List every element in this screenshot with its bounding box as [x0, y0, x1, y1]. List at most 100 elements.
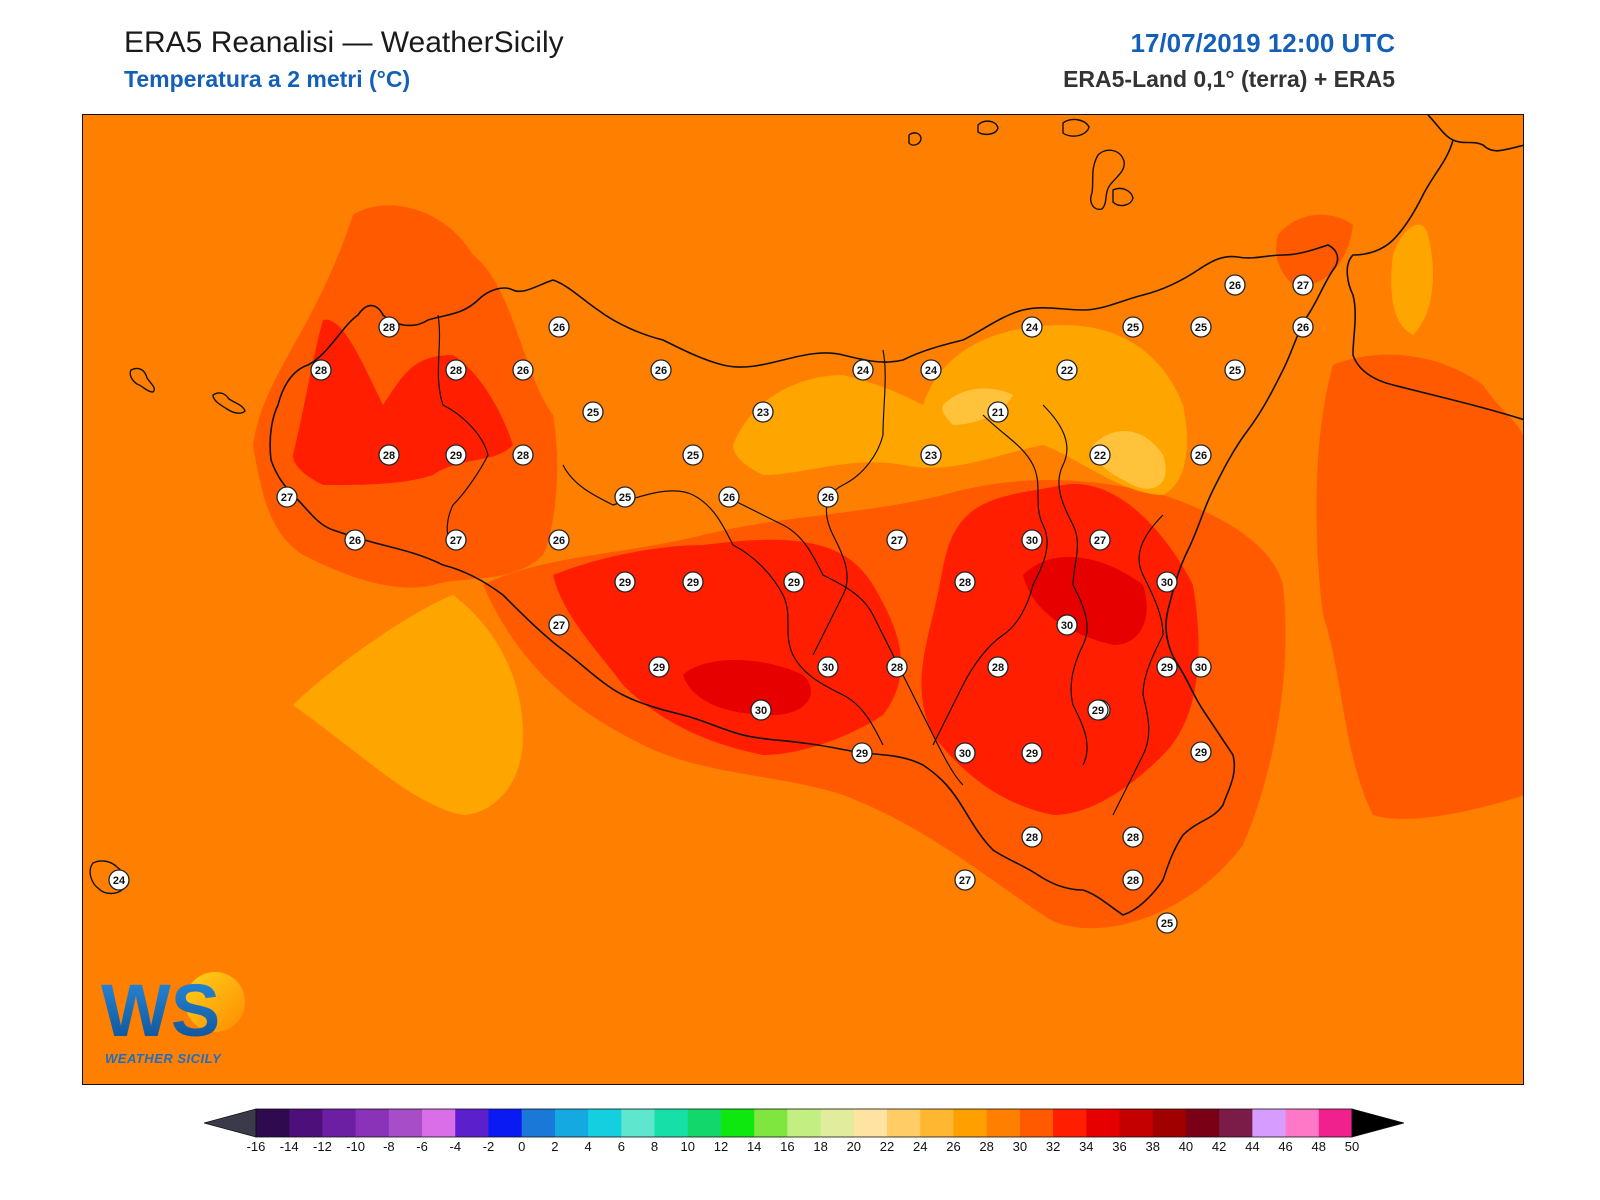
colorbar-swatch [720, 1109, 755, 1137]
colorbar-swatch [1185, 1109, 1220, 1137]
station-marker: 29 [648, 656, 670, 678]
colorbar-tick-label: 16 [780, 1139, 795, 1154]
colorbar-swatch [1119, 1109, 1154, 1137]
colorbar-tick-label: 4 [584, 1139, 592, 1154]
station-value: 29 [653, 662, 665, 674]
station-value: 29 [788, 577, 800, 589]
station-value: 27 [553, 620, 565, 632]
station-marker: 24 [108, 869, 130, 891]
colorbar-swatch [787, 1109, 822, 1137]
station-value: 27 [450, 535, 462, 547]
station-value: 27 [1297, 280, 1309, 292]
station-value: 27 [891, 535, 903, 547]
colorbar-under-arrow [202, 1108, 257, 1138]
station-value: 30 [822, 662, 834, 674]
colorbar-tick-label: 44 [1245, 1139, 1260, 1154]
colorbar-swatch [1285, 1109, 1320, 1137]
station-marker: 24 [852, 359, 874, 381]
station-dot [682, 444, 704, 466]
station-marker: 22 [1056, 359, 1078, 381]
station-marker: 30 [1056, 614, 1078, 636]
station-value: 22 [1061, 365, 1073, 377]
colorbar-swatch [754, 1109, 788, 1137]
station-marker: 29 [783, 571, 805, 593]
station-value: 25 [587, 407, 599, 419]
station-value: 26 [349, 535, 361, 547]
colorbar-swatch [554, 1109, 589, 1137]
colorbar-tick-label: -12 [313, 1139, 332, 1154]
island-outlines [89, 118, 1134, 895]
colorbar-tick-label: 36 [1112, 1139, 1127, 1154]
station-value: 28 [891, 662, 903, 674]
station-value: 28 [1127, 832, 1139, 844]
colorbar-tick-label: -14 [279, 1139, 299, 1154]
station-marker: 26 [548, 316, 570, 338]
station-value: 26 [723, 492, 735, 504]
station-marker: 29 [682, 571, 704, 593]
station-dot [614, 486, 636, 508]
station-dot [1021, 316, 1043, 338]
station-marker: 24 [1021, 316, 1043, 338]
station-value: 26 [517, 365, 529, 377]
station-value: 28 [383, 322, 395, 334]
station-marker: 29 [1190, 741, 1212, 763]
colorbar-swatch [621, 1109, 656, 1137]
station-value: 29 [619, 577, 631, 589]
station-marker: 22 [1089, 444, 1111, 466]
colorbar-swatch [1252, 1109, 1287, 1137]
colorbar-tick-label: 26 [946, 1139, 961, 1154]
station-dot [987, 401, 1009, 423]
station-value: 26 [1229, 280, 1241, 292]
station-value: 28 [450, 365, 462, 377]
station-marker: 23 [752, 401, 774, 423]
map-subtitle: Temperatura a 2 metri (°C) [124, 66, 411, 92]
station-marker: 28 [378, 316, 400, 338]
station-marker: 26 [548, 529, 570, 551]
colorbar-tick-label: 30 [1012, 1139, 1028, 1154]
station-marker: 28 [1122, 826, 1144, 848]
station-dot [1156, 912, 1178, 934]
station-dot [851, 742, 873, 764]
station-dot [1190, 741, 1212, 763]
station-value: 26 [1195, 450, 1207, 462]
station-marker: 27 [954, 869, 976, 891]
contour-28-30-east [921, 484, 1199, 815]
station-marker: 27 [886, 529, 908, 551]
map-canvas: 28 26 28 28 26 26 25 23 24 24 24 22 25 25 25 26 26 27 21 28… [83, 115, 1523, 1084]
colorbar-tick-label: 12 [713, 1139, 729, 1154]
station-marker: 30 [1156, 571, 1178, 593]
station-dot [648, 656, 670, 678]
station-value: 29 [1195, 747, 1207, 759]
station-dot [1122, 826, 1144, 848]
station-marker: 28 [378, 444, 400, 466]
map-datetime: 17/07/2019 12:00 UTC [1130, 28, 1395, 58]
station-value: 28 [383, 450, 395, 462]
logo-mark: WS [101, 969, 245, 1052]
colorbar-tick-label: 22 [879, 1139, 895, 1154]
station-marker: 23 [920, 444, 942, 466]
station-dot [1224, 359, 1246, 381]
colorbar-tick-label: 0 [518, 1139, 526, 1154]
colorbar-tick-label: 14 [746, 1139, 762, 1154]
station-marker: 28 [445, 359, 467, 381]
station-dot [548, 614, 570, 636]
weathersicily-logo: WS WEATHER SICILY [97, 966, 257, 1066]
station-marker: 30 [1021, 529, 1043, 551]
colorbar-swatch [687, 1109, 722, 1137]
contour-22-24-southwest-sea [293, 595, 523, 815]
station-dot [1056, 359, 1078, 381]
station-value: 26 [655, 365, 667, 377]
station-dot [886, 529, 908, 551]
station-value: 24 [1026, 322, 1039, 334]
station-value: 28 [992, 662, 1004, 674]
colorbar-tick-label: 48 [1311, 1139, 1327, 1154]
map-title: ERA5 Reanalisi — WeatherSicily [124, 26, 564, 59]
station-marker: 27 [445, 529, 467, 551]
contour-28-30-central [553, 539, 902, 755]
colorbar-swatch [1152, 1109, 1187, 1137]
station-value: 28 [315, 365, 327, 377]
station-dot [310, 359, 332, 381]
station-marker: 25 [614, 486, 636, 508]
station-marker: 25 [1224, 359, 1246, 381]
station-marker: 26 [1224, 274, 1246, 296]
